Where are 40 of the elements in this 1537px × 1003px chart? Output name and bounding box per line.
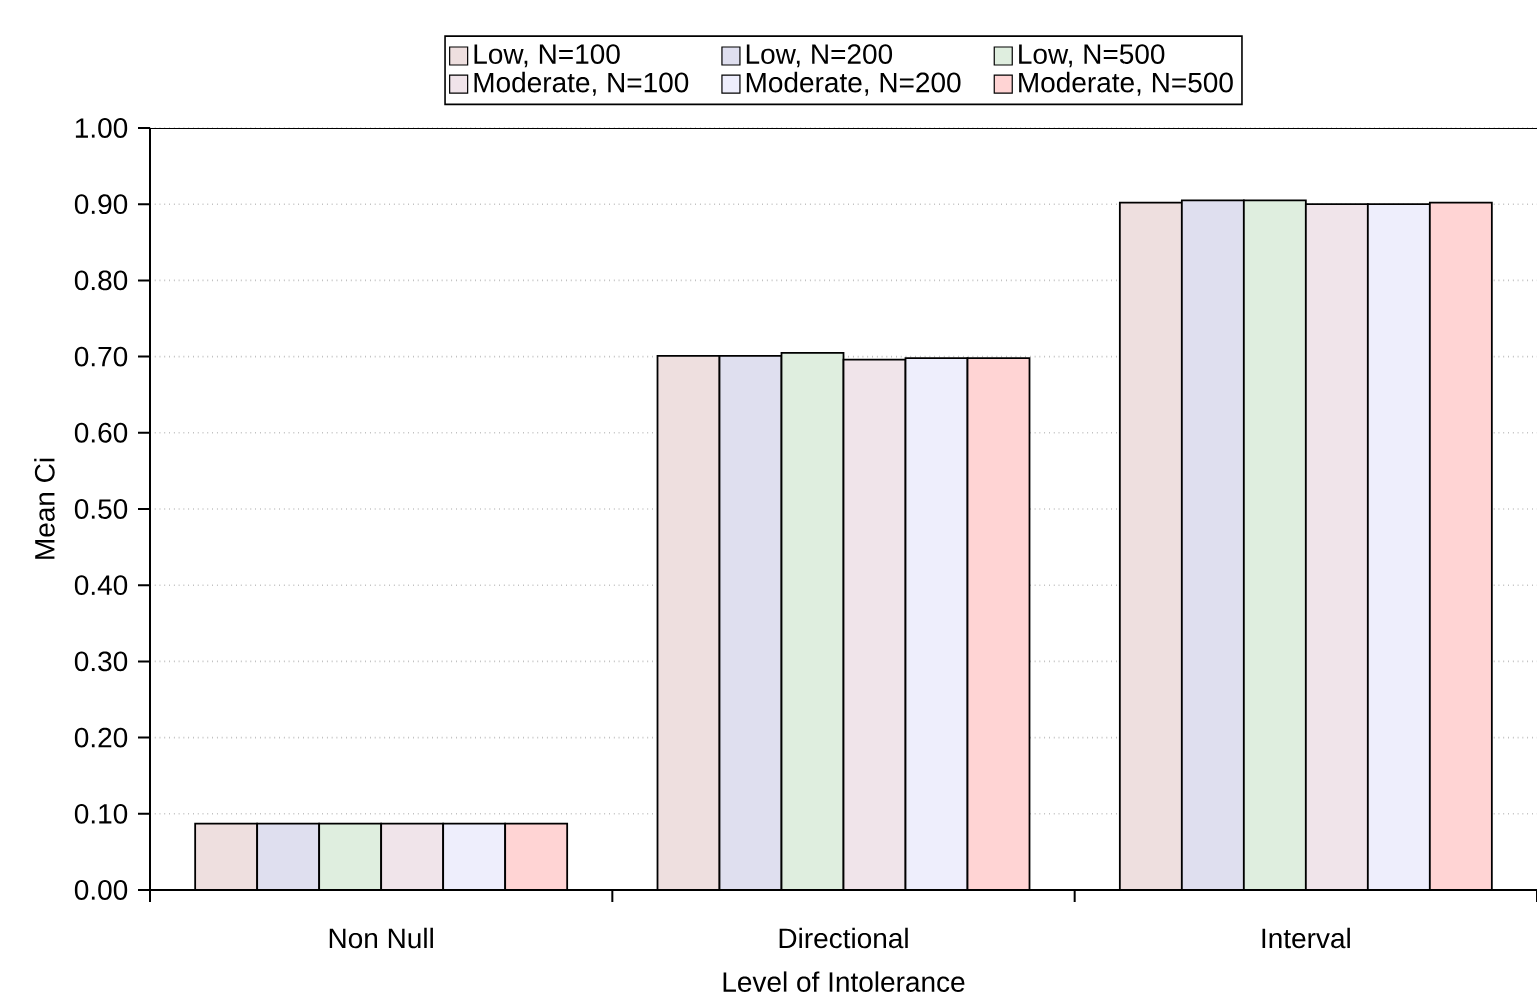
x-tick-label: Non Null: [329, 927, 433, 949]
bar: [843, 359, 906, 890]
y-tick-label: 0.00: [74, 880, 128, 900]
bar: [657, 355, 720, 890]
legend-label: Moderate, N=500: [1019, 71, 1233, 96]
legend-label: Low, N=100: [474, 44, 620, 68]
y-tick-label: 0.80: [74, 270, 128, 291]
x-tick-label: Directional: [779, 927, 908, 949]
y-tick-label: 0.40: [74, 575, 128, 596]
bar: [257, 823, 320, 890]
x-tick-label: Interval: [1262, 927, 1350, 949]
y-tick-label: 0.20: [74, 727, 128, 748]
y-tick-label: 0.60: [74, 422, 128, 443]
bar: [443, 823, 506, 890]
y-tick-label: 0.50: [74, 499, 128, 519]
y-tick-label: 0.70: [74, 346, 128, 367]
y-tick-label: 0.10: [74, 803, 128, 824]
y-tick-label: 0.30: [74, 651, 128, 672]
bar: [505, 823, 568, 890]
legend-label: Low, N=200: [746, 44, 893, 68]
bar: [967, 358, 1030, 890]
bar: [1180, 199, 1245, 890]
bar: [195, 823, 258, 890]
bar: [1118, 201, 1183, 890]
y-tick-label: 1.00: [75, 118, 128, 138]
legend-label: Moderate, N=100: [474, 71, 689, 96]
legend-label: Moderate, N=200: [746, 71, 961, 96]
bar: [905, 358, 968, 890]
bar: [1366, 203, 1431, 890]
bar: [1428, 201, 1493, 890]
legend-label: Low, N=500: [1019, 44, 1165, 68]
y-axis-title: Mean Ci: [34, 458, 55, 559]
bar: [719, 355, 782, 890]
y-tick-label: 0.90: [74, 194, 128, 215]
bar: [319, 823, 382, 890]
bar: [781, 352, 844, 890]
bar: [1242, 199, 1307, 890]
bar: [381, 823, 444, 890]
x-axis-title: Level of Intolerance: [723, 971, 965, 992]
bar: [1304, 203, 1369, 890]
